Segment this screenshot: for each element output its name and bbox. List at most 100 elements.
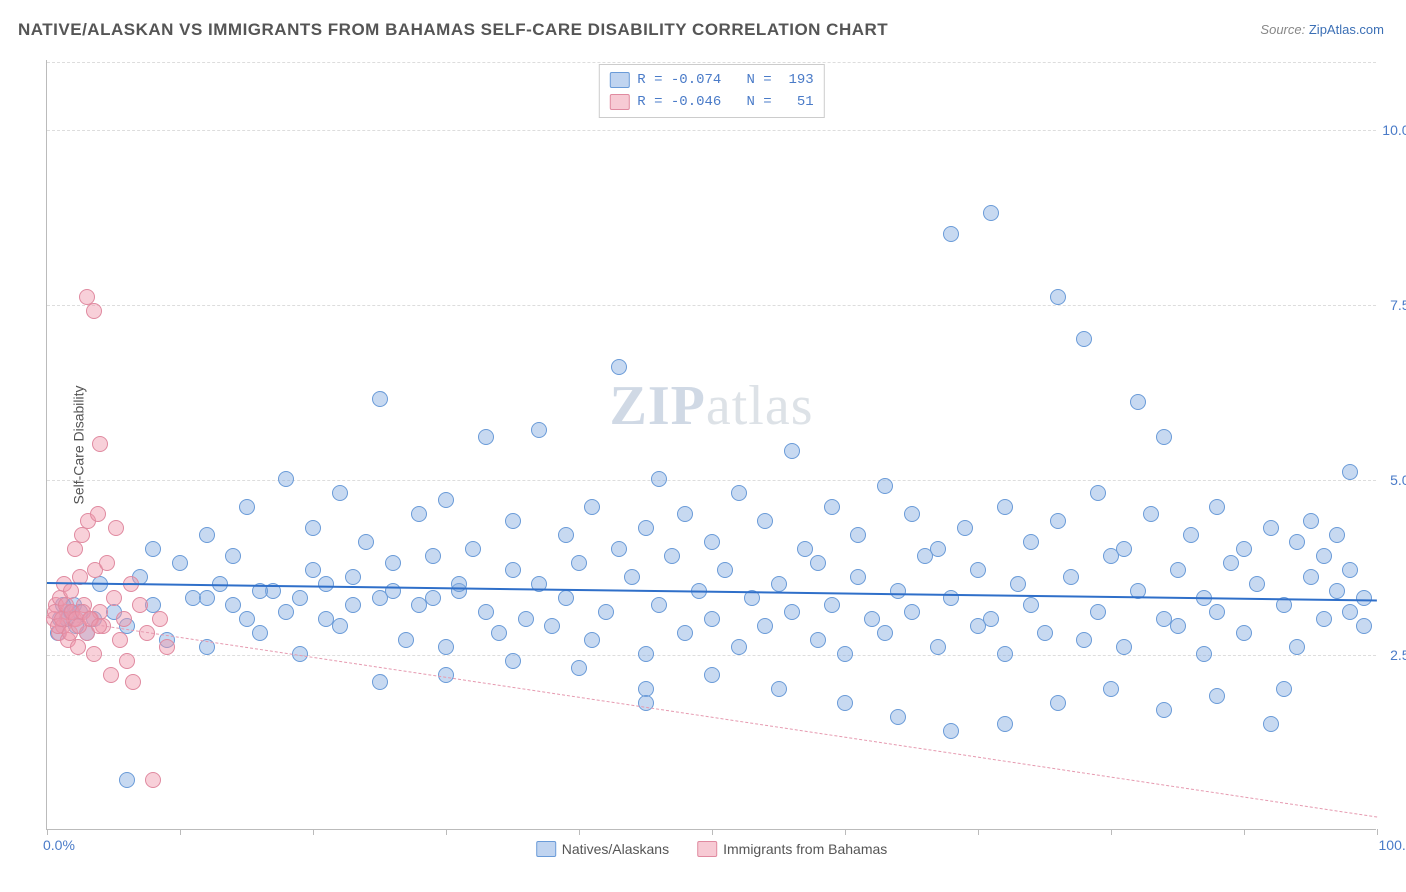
data-point	[797, 541, 813, 557]
data-point	[1010, 576, 1026, 592]
data-point	[372, 674, 388, 690]
data-point	[850, 527, 866, 543]
data-point	[1209, 604, 1225, 620]
data-point	[292, 590, 308, 606]
data-point	[1143, 506, 1159, 522]
data-point	[385, 555, 401, 571]
data-point	[425, 548, 441, 564]
data-point	[584, 499, 600, 515]
data-point	[1316, 548, 1332, 564]
legend-text: R = -0.074 N = 193	[637, 72, 813, 88]
legend-row: R = -0.046 N = 51	[609, 91, 813, 113]
data-point	[837, 646, 853, 662]
data-point	[558, 590, 574, 606]
data-point	[1116, 639, 1132, 655]
data-point	[74, 527, 90, 543]
data-point	[824, 597, 840, 613]
source-label: Source:	[1260, 22, 1305, 37]
watermark: ZIPatlas	[610, 374, 814, 438]
data-point	[1023, 597, 1039, 613]
data-point	[385, 583, 401, 599]
data-point	[704, 667, 720, 683]
data-point	[119, 653, 135, 669]
data-point	[757, 513, 773, 529]
x-tick	[47, 829, 48, 835]
data-point	[1316, 611, 1332, 627]
data-point	[99, 555, 115, 571]
data-point	[890, 709, 906, 725]
legend-item: Natives/Alaskans	[536, 841, 669, 857]
data-point	[199, 590, 215, 606]
data-point	[252, 625, 268, 641]
data-point	[159, 639, 175, 655]
data-point	[1249, 576, 1265, 592]
data-point	[983, 611, 999, 627]
data-point	[584, 632, 600, 648]
y-tick-label: 7.5%	[1366, 297, 1406, 313]
data-point	[997, 499, 1013, 515]
gridline	[47, 480, 1376, 481]
data-point	[305, 562, 321, 578]
data-point	[664, 548, 680, 564]
source-link[interactable]: ZipAtlas.com	[1309, 22, 1384, 37]
x-start-label: 0.0%	[43, 837, 75, 853]
data-point	[491, 625, 507, 641]
x-tick	[1244, 829, 1245, 835]
data-point	[651, 597, 667, 613]
data-point	[438, 639, 454, 655]
data-point	[86, 646, 102, 662]
data-point	[305, 520, 321, 536]
data-point	[518, 611, 534, 627]
data-point	[810, 632, 826, 648]
data-point	[1209, 688, 1225, 704]
data-point	[1090, 604, 1106, 620]
data-point	[152, 611, 168, 627]
data-point	[1076, 632, 1092, 648]
data-point	[465, 541, 481, 557]
data-point	[1023, 534, 1039, 550]
data-point	[1276, 681, 1292, 697]
data-point	[67, 541, 83, 557]
series-legend: Natives/AlaskansImmigrants from Bahamas	[536, 841, 888, 857]
x-tick	[1111, 829, 1112, 835]
data-point	[145, 541, 161, 557]
data-point	[372, 391, 388, 407]
data-point	[544, 618, 560, 634]
data-point	[638, 646, 654, 662]
data-point	[784, 443, 800, 459]
x-tick	[313, 829, 314, 835]
data-point	[451, 576, 467, 592]
data-point	[108, 520, 124, 536]
data-point	[837, 695, 853, 711]
data-point	[1103, 681, 1119, 697]
data-point	[132, 597, 148, 613]
data-point	[278, 471, 294, 487]
data-point	[1289, 534, 1305, 550]
legend-swatch	[609, 94, 629, 110]
data-point	[1156, 702, 1172, 718]
data-point	[90, 506, 106, 522]
legend-row: R = -0.074 N = 193	[609, 69, 813, 91]
data-point	[478, 604, 494, 620]
data-point	[438, 492, 454, 508]
trend-line	[47, 617, 1377, 817]
data-point	[877, 478, 893, 494]
data-point	[505, 513, 521, 529]
data-point	[1063, 569, 1079, 585]
x-tick	[978, 829, 979, 835]
data-point	[624, 569, 640, 585]
data-point	[611, 541, 627, 557]
data-point	[784, 604, 800, 620]
data-point	[1236, 625, 1252, 641]
data-point	[771, 576, 787, 592]
y-tick-label: 10.0%	[1366, 122, 1406, 138]
data-point	[1170, 562, 1186, 578]
data-point	[1342, 562, 1358, 578]
legend-swatch	[609, 72, 629, 88]
data-point	[239, 499, 255, 515]
data-point	[1263, 716, 1279, 732]
data-point	[112, 632, 128, 648]
data-point	[558, 527, 574, 543]
x-end-label: 100.0%	[1379, 837, 1406, 853]
data-point	[116, 611, 132, 627]
